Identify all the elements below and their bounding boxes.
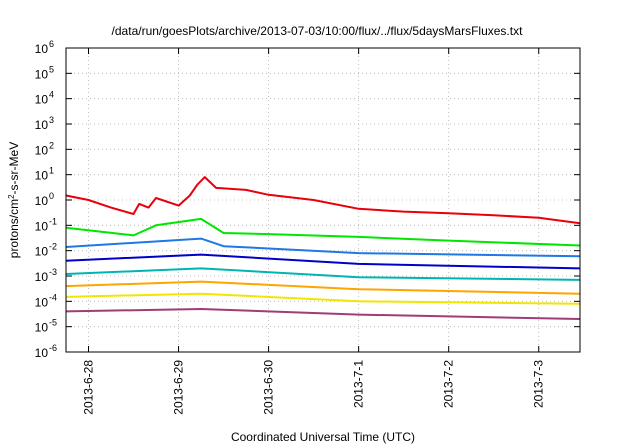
y-tick-label: 10	[35, 42, 49, 56]
series-line-6	[65, 280, 581, 295]
y-tick-base: 10	[35, 93, 49, 107]
series-line-5	[65, 267, 581, 281]
y-tick-base: 10	[35, 346, 49, 360]
y-tick-exponent: -5	[49, 318, 57, 328]
series-line-4	[65, 253, 581, 270]
series-line-1	[65, 176, 581, 225]
y-tick-exponent: 3	[49, 115, 54, 125]
y-tick-exponent: 4	[49, 90, 54, 100]
y-tick-base: 10	[35, 270, 49, 284]
y-tick-label: 10	[35, 245, 49, 259]
series-line-8	[65, 308, 581, 320]
x-tick-label: 2013-6-28	[82, 360, 96, 415]
y-tick-exponent: 0	[49, 191, 54, 201]
y-tick-label: 10	[35, 270, 49, 284]
y-tick-exponent: -6	[49, 343, 57, 353]
y-tick-exponent: -3	[49, 267, 57, 277]
series-line-3	[65, 237, 581, 258]
y-tick-base: 10	[35, 169, 49, 183]
y-tick-label: 10	[35, 93, 49, 107]
y-tick-exponent: 5	[49, 64, 54, 74]
y-tick-label: 10	[35, 346, 49, 360]
series-group	[65, 176, 581, 320]
y-tick-label: 10	[35, 118, 49, 132]
y-tick-base: 10	[35, 118, 49, 132]
y-axis-ticks: 10 -610 -510 -410 -310 -210 -110 010 110 210 310 41…	[35, 39, 580, 360]
y-tick-label: 10	[35, 67, 49, 81]
y-tick-label: 10	[35, 194, 49, 208]
x-tick-label: 2013-7-3	[532, 360, 546, 408]
chart-title: /data/run/goesPlots/archive/2013-07-03/1…	[112, 24, 524, 38]
grid-lines	[66, 48, 580, 352]
y-tick-label: 10	[35, 143, 49, 157]
x-axis-label: Coordinated Universal Time (UTC)	[231, 430, 415, 444]
y-tick-exponent: -2	[49, 242, 57, 252]
y-tick-base: 10	[35, 67, 49, 81]
x-tick-label: 2013-7-2	[442, 360, 456, 408]
y-tick-base: 10	[35, 295, 49, 309]
y-axis-label-main: protons/cm	[7, 199, 21, 258]
y-tick-exponent: 6	[49, 39, 54, 49]
series-line-7	[65, 292, 581, 305]
y-tick-base: 10	[35, 219, 49, 233]
y-tick-base: 10	[35, 321, 49, 335]
y-tick-base: 10	[35, 42, 49, 56]
y-axis-label-sup: 2	[7, 194, 16, 199]
y-tick-exponent: 1	[49, 166, 54, 176]
series-line-2	[65, 217, 581, 247]
x-tick-label: 2013-7-1	[352, 360, 366, 408]
x-tick-label: 2013-6-30	[262, 360, 276, 415]
y-tick-label: 10	[35, 169, 49, 183]
x-axis-ticks: 2013-6-28 2013-6-29 2013-6-30 2013-7-1 2013-…	[82, 48, 546, 415]
y-tick-label: 10	[35, 295, 49, 309]
y-tick-label: 10	[35, 321, 49, 335]
y-tick-base: 10	[35, 245, 49, 259]
y-axis-label: protons/cm2-s-sr-MeV	[7, 142, 21, 258]
y-tick-exponent: 2	[49, 140, 54, 150]
y-tick-label: 10	[35, 219, 49, 233]
y-tick-base: 10	[35, 194, 49, 208]
x-tick-label: 2013-6-29	[172, 360, 186, 415]
y-axis-label-rest: -s-sr-MeV	[7, 142, 21, 195]
y-tick-base: 10	[35, 143, 49, 157]
y-tick-exponent: -4	[49, 292, 57, 302]
y-tick-exponent: -1	[49, 216, 57, 226]
